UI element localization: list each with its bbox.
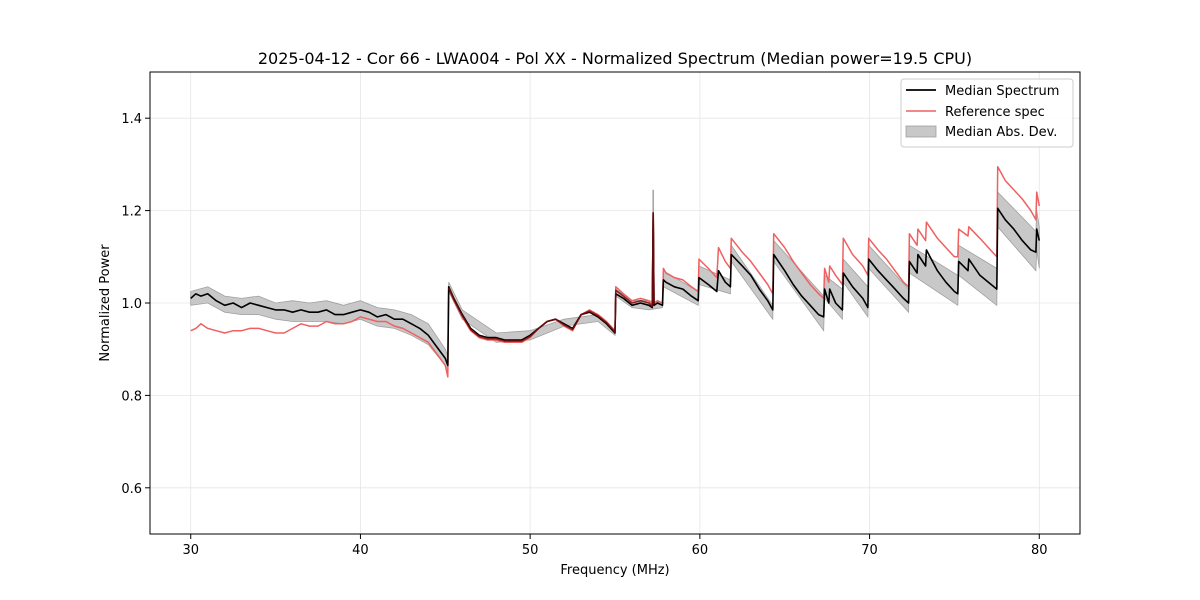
chart-title: 2025-04-12 - Cor 66 - LWA004 - Pol XX - …: [258, 49, 972, 68]
legend-reference-label: Reference spec: [945, 105, 1045, 120]
plot-marks: [190, 165, 1041, 378]
legend: Median Spectrum Reference spec Median Ab…: [900, 78, 1074, 148]
x-tick-label: 40: [352, 543, 369, 558]
y-tick-label: 0.8: [121, 389, 142, 404]
y-tick-label: 1.2: [121, 205, 142, 220]
x-tick-label: 30: [182, 543, 199, 558]
legend-mad-swatch: [905, 125, 937, 138]
x-tick-label: 60: [692, 543, 709, 558]
x-tick-label: 80: [1031, 543, 1048, 558]
y-tick-label: 1.0: [121, 297, 142, 312]
y-tick-label: 0.6: [121, 482, 142, 497]
overlap-line: [447, 212, 655, 342]
median-spectrum-line: [190, 207, 1041, 367]
x-axis-label: Frequency (MHz): [560, 563, 669, 578]
y-tick-label: 1.4: [121, 112, 142, 127]
axis-ticks: 30 40 50 60 70 80 0.6 0.8 1.0 1.2 1.4: [121, 112, 1047, 558]
x-tick-label: 70: [861, 543, 878, 558]
y-axis-label: Normalized Power: [98, 244, 113, 362]
legend-mad-label: Median Abs. Dev.: [945, 125, 1057, 140]
x-tick-label: 50: [522, 543, 539, 558]
legend-box: [900, 78, 1074, 148]
legend-median-label: Median Spectrum: [945, 84, 1059, 99]
